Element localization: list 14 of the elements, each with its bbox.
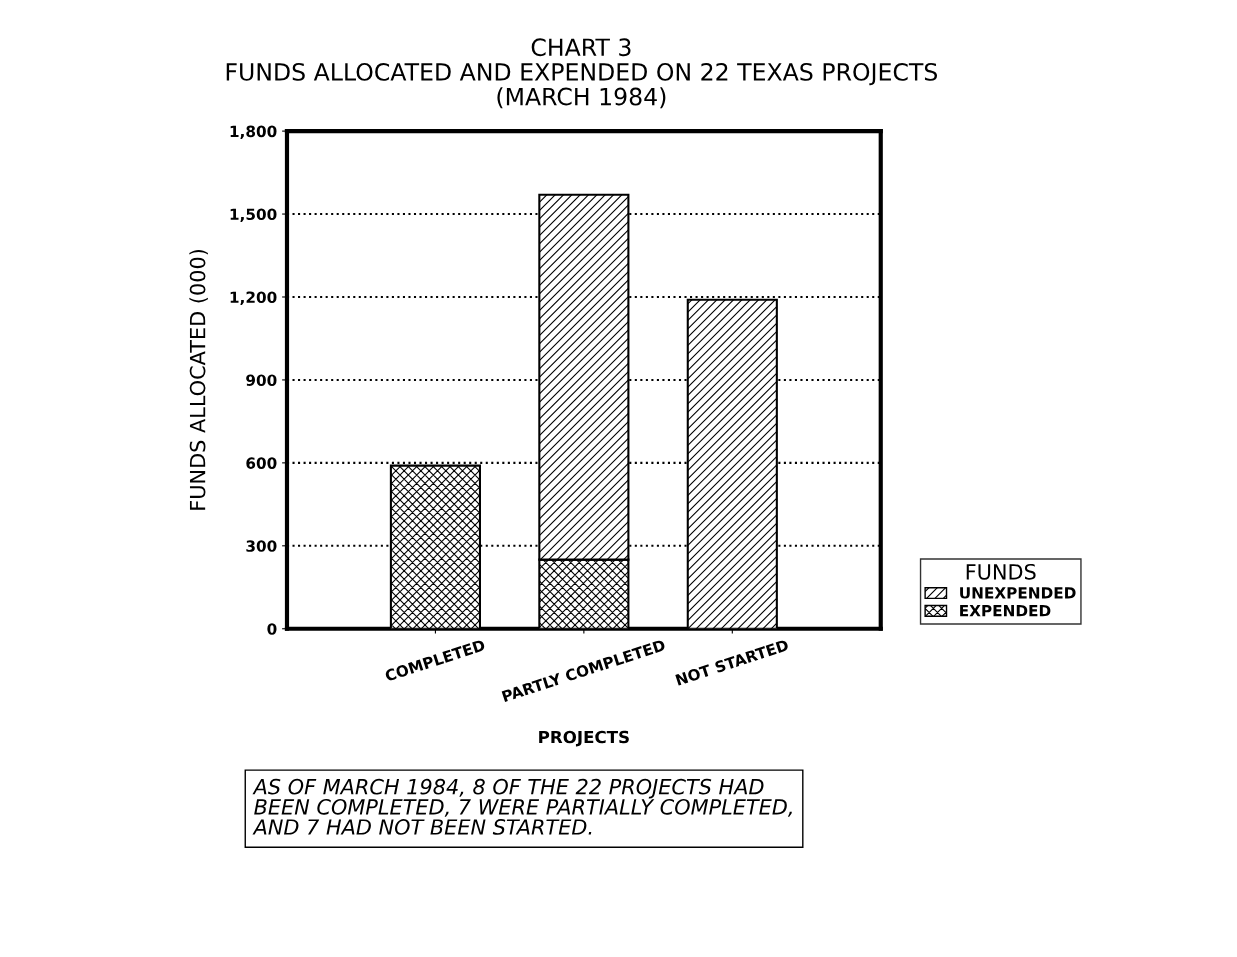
text: AS OF MARCH 1984, 8 OF THE 22 PROJECTS HAD BEEN COMPLETED, 7 WERE PARTIALLY COMPLETED, AND 7 HAD NOT BEEN STARTED.: [252, 778, 792, 835]
x-axis-title: PROJECTS: [539, 730, 629, 747]
y-tick-label: 1,200: [230, 291, 277, 305]
y-tick-label: 600: [246, 457, 277, 469]
legend-title: FUNDS: [966, 563, 1036, 580]
y-tick-label: 0: [267, 623, 277, 635]
y-axis-title: FUNDS ALLOCATED (000): [189, 249, 208, 510]
y-tick-label: 900: [246, 374, 277, 386]
legend-label: UNEXPENDED: [960, 587, 1076, 599]
y-tick-label: 1,800: [230, 125, 277, 140]
y-tick-label: 1,500: [230, 208, 277, 223]
chart-title: CHART 3 FUNDS ALLOCATED AND EXPENDED ON 22 TEXAS PROJECTS (MARCH 1984): [226, 38, 938, 109]
y-tick-label: 300: [246, 540, 277, 552]
legend-label: EXPENDED: [960, 605, 1051, 617]
